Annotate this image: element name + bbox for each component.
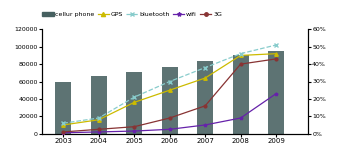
Bar — [91, 76, 107, 134]
Bar — [126, 72, 142, 134]
Bar — [233, 55, 248, 134]
Bar — [55, 82, 71, 134]
Bar — [162, 67, 178, 134]
Bar — [197, 61, 213, 134]
Bar — [268, 51, 284, 134]
Legend: cellur phone, GPS, bluetooth, wifi, 3G: cellur phone, GPS, bluetooth, wifi, 3G — [40, 9, 225, 20]
